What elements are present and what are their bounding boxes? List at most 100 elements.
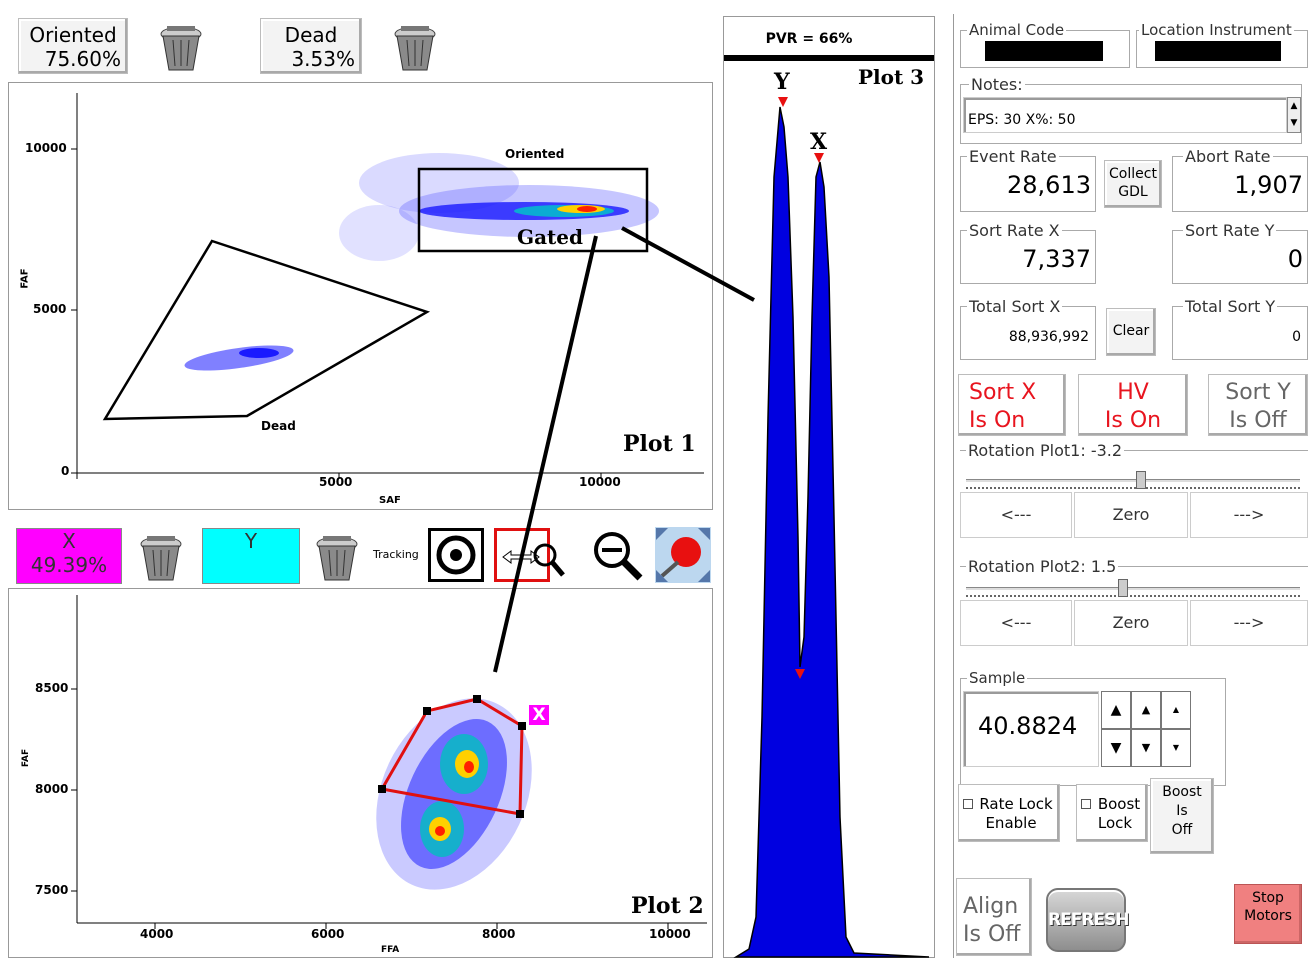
stop-motors-button[interactable]: Stop Motors bbox=[1234, 884, 1302, 944]
rotation-plot2-slider-track[interactable] bbox=[966, 587, 1300, 591]
align-toggle[interactable]: Align Is Off bbox=[956, 878, 1032, 956]
dead-gate-button[interactable]: Dead 3.53% bbox=[260, 18, 362, 74]
total-sort-y-label: Total Sort Y bbox=[1183, 297, 1278, 316]
trash-icon[interactable] bbox=[310, 530, 364, 588]
peak-y-label: Y bbox=[774, 69, 790, 95]
boost-lock-l1: Boost bbox=[1097, 795, 1141, 813]
plot3-title: Plot 3 bbox=[858, 65, 925, 89]
rotation-plot1-left-button[interactable]: <--- bbox=[960, 492, 1072, 538]
plot1-ytick: 10000 bbox=[25, 141, 67, 155]
gate-label-oriented: Oriented bbox=[503, 147, 567, 161]
y-sort-gate-button[interactable]: Y bbox=[202, 528, 300, 584]
right-arrow-label: ---> bbox=[1233, 613, 1265, 632]
trash-icon[interactable] bbox=[388, 20, 442, 78]
sample-up-small[interactable]: ▲ bbox=[1161, 691, 1191, 729]
abort-rate-value: 1,907 bbox=[1234, 171, 1303, 199]
boost-lock-checkbox[interactable] bbox=[1081, 799, 1091, 809]
notes-scrollbar[interactable]: ▲ ▼ bbox=[1287, 97, 1301, 133]
plot1-ytick: 5000 bbox=[33, 302, 67, 316]
sort-rate-y-value: 0 bbox=[1287, 245, 1303, 273]
sample-down-medium[interactable]: ▼ bbox=[1131, 729, 1161, 767]
plot1-title: Plot 1 bbox=[623, 431, 696, 457]
pan-zoom-icon[interactable] bbox=[494, 528, 565, 582]
dead-percent: 3.53% bbox=[291, 47, 355, 71]
zoom-out-icon[interactable] bbox=[590, 528, 646, 588]
rotation-plot1-slider-thumb[interactable] bbox=[1136, 471, 1146, 489]
pvr-value: PVR = 66% bbox=[765, 31, 853, 47]
rotation-plot2-slider-thumb[interactable] bbox=[1118, 579, 1128, 597]
notes-input[interactable]: EPS: 30 X%: 50 bbox=[963, 97, 1287, 133]
total-sort-x-group: Total Sort X 88,936,992 bbox=[960, 297, 1096, 360]
y-gate-label: Y bbox=[244, 529, 258, 553]
oriented-gate-button[interactable]: Oriented 75.60% bbox=[18, 18, 128, 74]
total-sort-y-value: 0 bbox=[1292, 329, 1301, 345]
left-arrow-label: <--- bbox=[1000, 505, 1032, 524]
sort-y-toggle[interactable]: Sort Y Is Off bbox=[1208, 374, 1308, 436]
zero-label: Zero bbox=[1112, 505, 1150, 524]
rotation-plot2-label: Rotation Plot2: 1.5 bbox=[966, 557, 1119, 576]
sort-rate-x-value: 7,337 bbox=[1022, 245, 1091, 273]
x-gate-label: X bbox=[62, 529, 76, 553]
sort-x-toggle[interactable]: Sort X Is On bbox=[958, 374, 1066, 436]
sort-x-status-l2: Is On bbox=[969, 408, 1026, 433]
rotation-plot2-zero-button[interactable]: Zero bbox=[1074, 600, 1188, 646]
plot-2[interactable]: X 8500 8000 7500 4000 6000 8000 10000 FF… bbox=[8, 588, 713, 958]
x-sort-gate-button[interactable]: X 49.39% bbox=[16, 528, 122, 584]
tracking-target-icon[interactable] bbox=[428, 528, 484, 582]
event-rate-label: Event Rate bbox=[967, 147, 1059, 166]
refresh-button[interactable]: REFRESH bbox=[1046, 888, 1129, 952]
plot1-xtick: 5000 bbox=[319, 475, 353, 489]
rotation-plot2-right-button[interactable]: ---> bbox=[1190, 600, 1308, 646]
abort-rate-label: Abort Rate bbox=[1183, 147, 1273, 166]
boost-lock-l2: Lock bbox=[1097, 814, 1133, 832]
sample-down-small[interactable]: ▼ bbox=[1161, 729, 1191, 767]
plot2-title: Plot 2 bbox=[631, 893, 704, 919]
rate-lock-toggle[interactable]: Rate Lock Enable bbox=[958, 784, 1060, 842]
sample-value-field[interactable]: 40.8824 bbox=[963, 691, 1099, 767]
boost-status-l2: Is bbox=[1176, 803, 1188, 819]
sample-group: Sample 40.8824 ▲ ▲ ▲ ▼ ▼ ▼ bbox=[960, 669, 1226, 786]
oriented-percent: 75.60% bbox=[44, 47, 121, 71]
rotation-plot1-zero-button[interactable]: Zero bbox=[1074, 492, 1188, 538]
plot-1[interactable]: 10000 5000 0 5000 10000 SAF FAF Oriented… bbox=[8, 82, 713, 510]
notes-group: Notes: EPS: 30 X%: 50 ▲ ▼ bbox=[960, 75, 1302, 144]
x-sort-gate-polygon[interactable] bbox=[379, 697, 524, 816]
reset-view-icon[interactable] bbox=[654, 526, 712, 588]
trash-icon[interactable] bbox=[134, 530, 188, 588]
gate-vertices[interactable] bbox=[378, 695, 526, 818]
sample-up-large[interactable]: ▲ bbox=[1101, 691, 1131, 729]
plot2-xtick: 4000 bbox=[140, 927, 174, 941]
boost-lock-toggle[interactable]: Boost Lock bbox=[1076, 784, 1148, 842]
total-sort-x-label: Total Sort X bbox=[967, 297, 1063, 316]
plot2-ytick: 7500 bbox=[35, 883, 69, 897]
plot2-x-axis-label: FFA bbox=[381, 945, 400, 955]
rotation-plot1-slider-track[interactable] bbox=[966, 479, 1300, 483]
peak-y-marker bbox=[778, 97, 788, 107]
boost-status-l1: Boost bbox=[1162, 784, 1202, 800]
clear-label: Clear bbox=[1112, 323, 1150, 339]
location-field[interactable] bbox=[1155, 41, 1281, 61]
animal-code-field[interactable] bbox=[985, 41, 1103, 61]
rate-lock-checkbox[interactable] bbox=[963, 799, 973, 809]
rotation-plot1-right-button[interactable]: ---> bbox=[1190, 492, 1308, 538]
boost-toggle[interactable]: Boost Is Off bbox=[1150, 778, 1214, 854]
rotation-plot2-slider-ticks bbox=[966, 595, 1300, 597]
sort-x-status-l1: Sort X bbox=[969, 380, 1037, 405]
rotation-plot2-left-button[interactable]: <--- bbox=[960, 600, 1072, 646]
valley-marker bbox=[795, 669, 805, 679]
sample-up-medium[interactable]: ▲ bbox=[1131, 691, 1161, 729]
left-arrow-label: <--- bbox=[1000, 613, 1032, 632]
hv-toggle[interactable]: HV Is On bbox=[1078, 374, 1188, 436]
refresh-label: REFRESH bbox=[1048, 910, 1129, 930]
clear-button[interactable]: Clear bbox=[1106, 308, 1156, 356]
sample-value: 40.8824 bbox=[978, 712, 1078, 740]
animal-code-group: Animal Code bbox=[960, 21, 1130, 68]
right-arrow-label: ---> bbox=[1233, 505, 1265, 524]
dead-gate-polygon[interactable] bbox=[102, 239, 431, 421]
plot-3[interactable]: PVR = 66% Y X Plot 3 bbox=[723, 16, 935, 958]
sample-down-large[interactable]: ▼ bbox=[1101, 729, 1131, 767]
collect-gdl-button[interactable]: Collect GDL bbox=[1104, 160, 1162, 208]
trash-icon[interactable] bbox=[154, 20, 208, 78]
plot1-ytick: 0 bbox=[61, 464, 70, 478]
abort-rate-group: Abort Rate 1,907 bbox=[1172, 147, 1308, 212]
